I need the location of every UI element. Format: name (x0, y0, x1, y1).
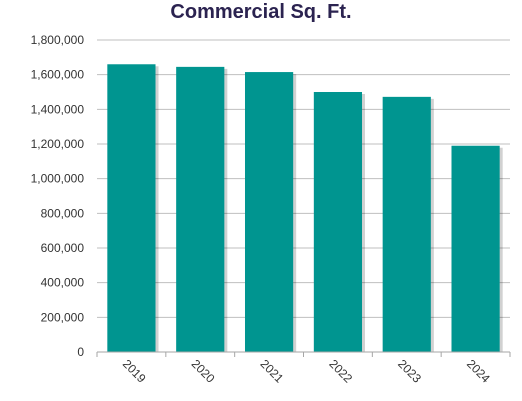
bar (382, 96, 431, 352)
x-tick-label: 2019 (120, 357, 149, 386)
x-tick-label: 2020 (189, 357, 218, 386)
y-tick-label: 1,800,000 (31, 33, 85, 47)
bar (313, 92, 363, 352)
x-tick-label: 2024 (464, 357, 493, 386)
y-tick-label: 1,400,000 (31, 102, 85, 116)
x-tick-label: 2023 (395, 357, 424, 386)
y-tick-label: 800,000 (41, 206, 85, 220)
y-tick-label: 400,000 (41, 276, 85, 290)
x-tick-label: 2021 (258, 357, 287, 386)
bar (107, 64, 156, 353)
x-tick-label: 2022 (326, 357, 355, 386)
chart-title: Commercial Sq. Ft. (170, 1, 352, 23)
y-tick-label: 1,000,000 (31, 172, 85, 186)
y-tick-label: 200,000 (41, 310, 85, 324)
bar (244, 72, 294, 353)
y-tick-label: 0 (77, 345, 84, 359)
bar (176, 66, 225, 352)
y-tick-label: 1,200,000 (31, 137, 85, 151)
y-tick-label: 1,600,000 (31, 68, 85, 82)
y-tick-label: 600,000 (41, 241, 85, 255)
bar (451, 145, 500, 352)
